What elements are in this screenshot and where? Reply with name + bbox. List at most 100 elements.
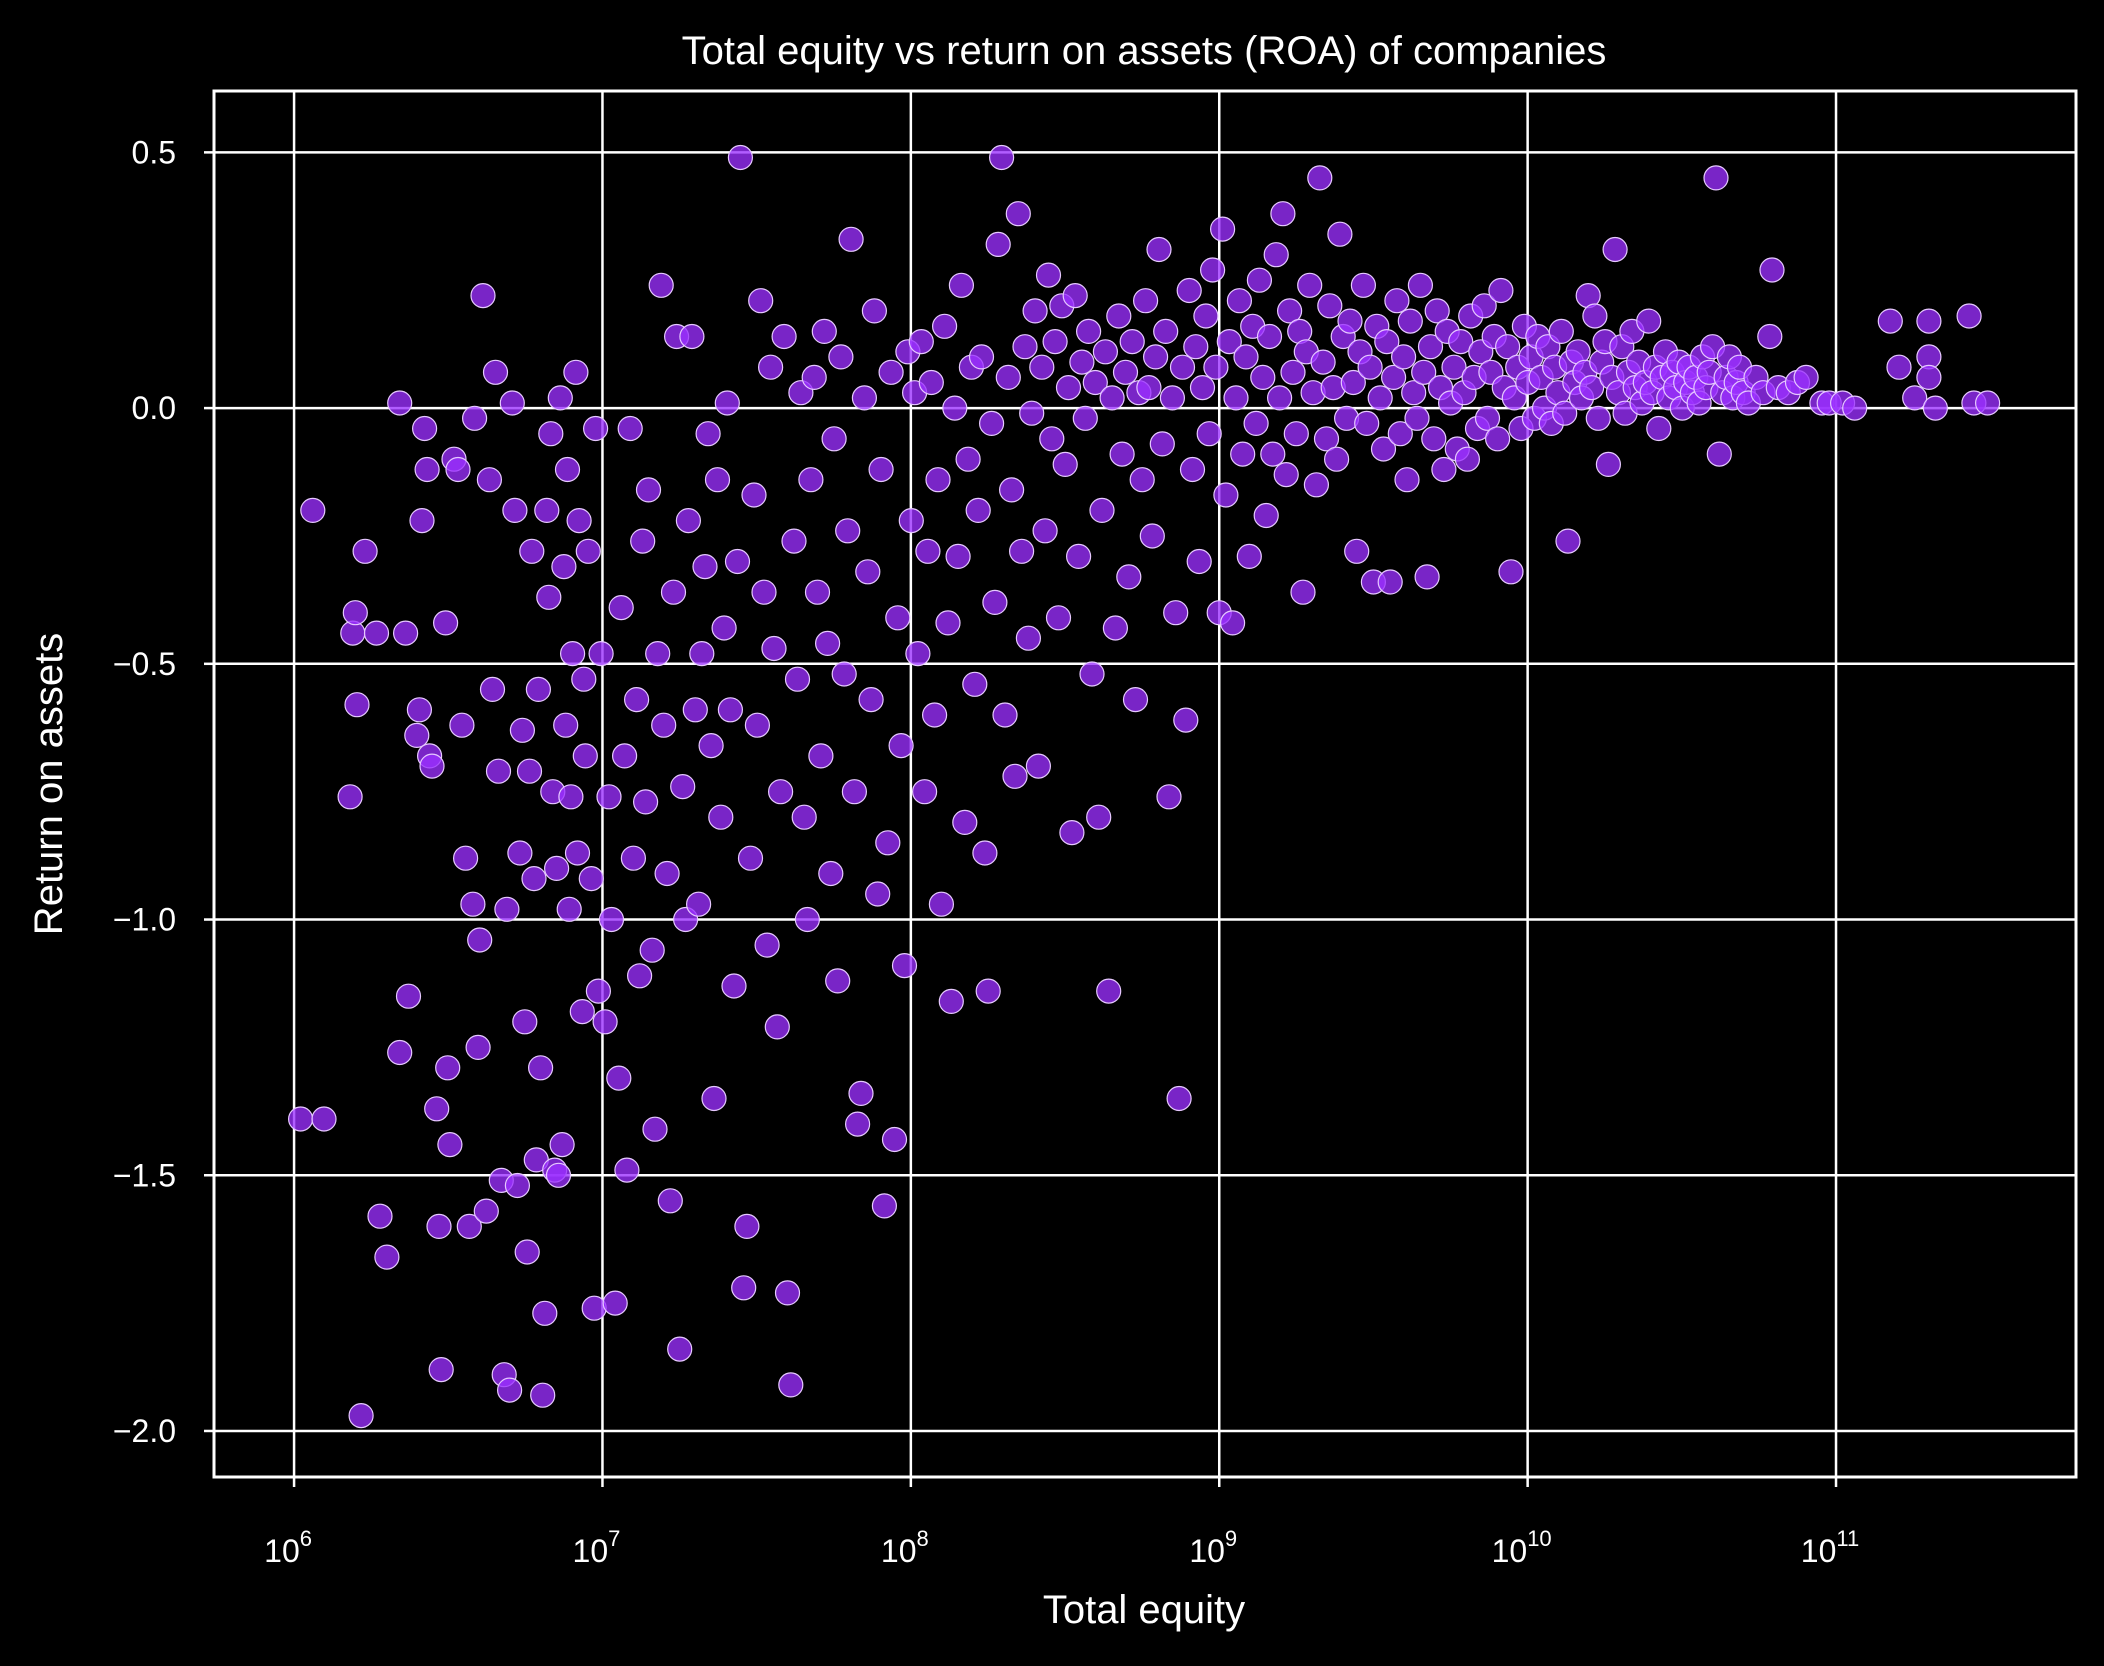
- data-point: [507, 840, 533, 866]
- data-point: [1042, 329, 1068, 355]
- x-tick-label: 109: [1189, 1526, 1237, 1569]
- data-point: [1394, 467, 1420, 493]
- x-tick-exponent: 7: [608, 1526, 620, 1551]
- data-point: [804, 579, 831, 605]
- data-point: [928, 891, 955, 917]
- data-point: [1431, 456, 1457, 483]
- data-point: [1176, 277, 1202, 304]
- data-point: [741, 482, 767, 508]
- data-point: [1096, 978, 1122, 1004]
- data-point: [784, 666, 811, 692]
- data-point: [1129, 467, 1155, 493]
- data-point: [1139, 523, 1165, 549]
- data-point: [1323, 446, 1350, 472]
- data-point: [1223, 385, 1249, 411]
- data-point: [948, 272, 975, 298]
- data-point: [975, 978, 1001, 1004]
- data-point: [1340, 369, 1366, 396]
- data-point: [682, 697, 708, 723]
- x-tick-label: 106: [264, 1526, 312, 1569]
- data-point: [1153, 318, 1179, 344]
- data-point: [1401, 380, 1427, 406]
- data-point: [414, 456, 440, 483]
- data-point: [660, 579, 687, 605]
- data-point: [578, 865, 604, 892]
- data-point: [433, 610, 459, 636]
- data-point: [1380, 364, 1407, 390]
- data-point: [1092, 339, 1119, 365]
- data-point: [1209, 216, 1236, 242]
- data-point: [575, 538, 601, 564]
- data-point: [581, 1295, 607, 1321]
- y-axis-label: Return on assets: [27, 633, 71, 935]
- data-point: [536, 584, 562, 610]
- data-point: [502, 497, 528, 523]
- x-tick-base: 10: [1189, 1533, 1225, 1569]
- data-point: [1179, 456, 1206, 483]
- data-point: [630, 528, 656, 554]
- data-point: [1002, 763, 1028, 789]
- data-point: [1578, 375, 1605, 401]
- data-point: [717, 697, 744, 723]
- data-point: [761, 635, 787, 662]
- data-point: [1149, 431, 1175, 457]
- data-point: [1065, 543, 1092, 570]
- data-point: [462, 405, 488, 431]
- data-point: [1008, 538, 1035, 564]
- data-point: [778, 1372, 804, 1398]
- data-point: [1886, 354, 1912, 380]
- data-point: [764, 1014, 790, 1040]
- data-point: [1448, 329, 1474, 355]
- data-point: [821, 426, 847, 452]
- data-point: [1956, 303, 1982, 329]
- data-point: [1069, 349, 1095, 375]
- data-point: [811, 318, 837, 344]
- data-point: [1922, 395, 1949, 421]
- data-point: [1072, 405, 1098, 431]
- data-point: [512, 1009, 538, 1035]
- data-point: [534, 497, 560, 523]
- data-point: [632, 789, 659, 815]
- data-point: [861, 298, 888, 324]
- data-point: [982, 589, 1008, 616]
- data-point: [559, 640, 586, 667]
- data-point: [1474, 405, 1501, 431]
- data-point: [1290, 579, 1316, 605]
- data-point: [1189, 375, 1216, 401]
- data-point: [404, 722, 430, 749]
- data-point: [566, 507, 592, 534]
- x-tick-label: 1010: [1492, 1526, 1552, 1569]
- data-point: [648, 272, 674, 298]
- data-point: [995, 364, 1021, 390]
- data-point: [881, 1126, 908, 1153]
- data-point: [808, 743, 834, 769]
- data-point: [1163, 600, 1189, 626]
- data-point: [1646, 415, 1672, 442]
- x-tick-exponent: 10: [1527, 1526, 1551, 1551]
- data-point: [1256, 323, 1283, 350]
- data-point: [1263, 242, 1289, 268]
- data-point: [1877, 308, 1903, 334]
- plot-frame: [212, 89, 2078, 1479]
- x-tick-exponent: 11: [1836, 1526, 1859, 1551]
- data-point: [1183, 334, 1209, 360]
- y-tick-label: 0.0: [132, 390, 176, 426]
- data-point: [1089, 497, 1115, 523]
- data-point: [831, 661, 857, 687]
- data-point: [679, 323, 705, 350]
- data-point: [1109, 441, 1135, 467]
- data-point: [300, 497, 326, 523]
- data-point: [1498, 559, 1524, 585]
- data-point: [791, 804, 817, 830]
- data-point: [1303, 472, 1330, 498]
- x-tick-exponent: 8: [917, 1526, 929, 1551]
- data-point: [393, 620, 419, 646]
- data-point: [554, 456, 581, 483]
- data-point: [437, 1131, 463, 1158]
- x-tick-base: 10: [1801, 1533, 1837, 1569]
- data-point: [1636, 308, 1662, 334]
- data-point: [538, 421, 564, 447]
- data-point: [519, 538, 545, 564]
- data-point: [1132, 288, 1159, 314]
